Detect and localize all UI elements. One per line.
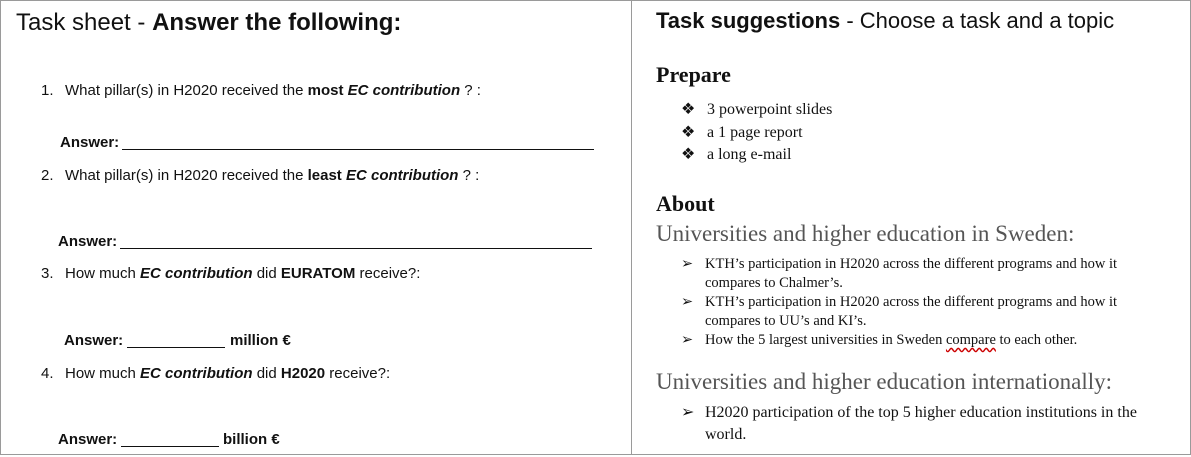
diamond-bullet-icon: ❖	[681, 146, 696, 163]
sweden-heading: Universities and higher education in Swe…	[656, 221, 1075, 246]
task-sheet-panel: Task sheet - Answer the following: 1. Wha…	[0, 0, 632, 455]
task-suggestions-panel: Task suggestions - Choose a task and a t…	[631, 0, 1191, 455]
answer-line-2[interactable]	[120, 248, 592, 249]
answer-unit-4: billion €	[223, 431, 280, 448]
arrow-bullet-icon: ➢	[681, 404, 695, 421]
question-1: 1. What pillar(s) in H2020 received the m…	[41, 82, 481, 99]
arrow-bullet-icon: ➢	[681, 332, 694, 348]
arrow-bullet-icon: ➢	[681, 294, 694, 310]
diamond-bullet-icon: ❖	[681, 124, 696, 141]
diamond-bullet-icon: ❖	[681, 101, 696, 118]
answer-line-3[interactable]	[127, 347, 225, 348]
prepare-item: ❖ 3 powerpoint slides	[681, 101, 833, 118]
spellcheck-word: compare	[945, 332, 996, 348]
answer-label-3: Answer:	[64, 332, 124, 349]
question-4: 4. How much EC contribution did H2020 rec…	[41, 365, 391, 382]
arrow-bullet-icon: ➢	[681, 256, 694, 272]
answer-line-1[interactable]	[122, 149, 594, 150]
task-suggestions-title: Task suggestions - Choose a task and a t…	[656, 8, 1115, 33]
sweden-item: ➢ How the 5 largest universities in Swede…	[681, 332, 1078, 348]
prepare-item: ❖ a 1 page report	[681, 124, 803, 141]
answer-label-2: Answer:	[58, 233, 118, 250]
prepare-heading: Prepare	[656, 62, 731, 87]
sweden-item: ➢ KTH’s participation in H2020 across the…	[681, 256, 1118, 291]
answer-label-1: Answer:	[60, 134, 120, 151]
task-sheet-title: Task sheet - Answer the following:	[16, 9, 402, 36]
international-item: ➢ H2020 participation of the top 5 higher…	[681, 404, 1137, 443]
question-3: 3. How much EC contribution did EURATOM r…	[41, 265, 421, 282]
prepare-item: ❖ a long e-mail	[681, 146, 792, 163]
answer-line-4[interactable]	[121, 446, 219, 447]
sweden-item: ➢ KTH’s participation in H2020 across the…	[681, 294, 1118, 329]
international-heading: Universities and higher education intern…	[656, 369, 1113, 394]
about-heading: About	[656, 191, 715, 216]
answer-unit-3: million €	[230, 332, 291, 349]
question-2: 2. What pillar(s) in H2020 received the l…	[41, 167, 480, 184]
answer-label-4: Answer:	[58, 431, 118, 448]
